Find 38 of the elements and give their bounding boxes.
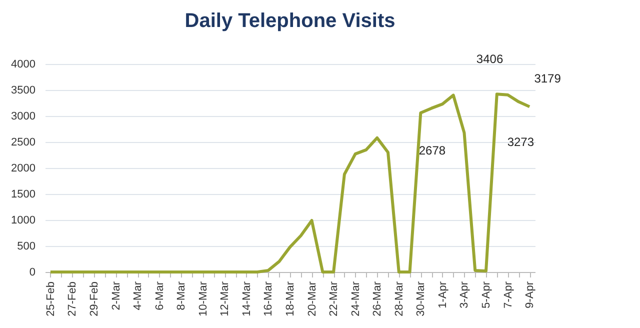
x-tick-label: 2-Mar: [110, 281, 122, 310]
x-tick-label: 27-Feb: [66, 282, 79, 316]
annotation: 3406: [476, 52, 504, 66]
y-tick-label: 2000: [11, 162, 36, 174]
x-tick-label: 16-Mar: [262, 281, 275, 316]
x-tick-label: 1-Apr: [436, 281, 449, 308]
y-tick-label: 0: [29, 266, 36, 278]
x-tick-label: 10-Mar: [197, 281, 210, 316]
x-tick-label: 18-Mar: [284, 281, 296, 316]
x-tick-label: 24-Mar: [350, 281, 362, 316]
x-tick-label: 3-Apr: [458, 281, 471, 308]
x-tick-label: 20-Mar: [306, 281, 318, 316]
x-tick-label: 6-Mar: [154, 281, 166, 310]
x-tick-label: 28-Mar: [393, 281, 406, 316]
x-tick-label: 30-Mar: [415, 281, 428, 316]
x-tick-label: 29-Feb: [88, 282, 100, 316]
x-tick-label: 12-Mar: [219, 281, 232, 316]
y-tick-label: 1500: [11, 188, 36, 200]
annotation: 3179: [534, 72, 562, 86]
x-tick-label: 5-Apr: [480, 281, 492, 308]
x-tick-label: 26-Mar: [372, 281, 384, 316]
x-tick-label: 9-Apr: [524, 281, 536, 308]
chart-title: Daily Telephone Visits: [184, 10, 396, 32]
y-tick-label: 2500: [11, 136, 36, 148]
y-tick-label: 3500: [11, 84, 36, 96]
annotation: 2678: [418, 144, 446, 158]
x-tick-label: 14-Mar: [240, 281, 253, 316]
x-tick-label: 25-Feb: [44, 282, 57, 316]
x-tick-label: 8-Mar: [176, 281, 188, 310]
y-tick-label: 4000: [11, 58, 36, 70]
y-tick-label: 1000: [11, 214, 36, 226]
x-tick-label: 7-Apr: [502, 281, 514, 308]
line-series: [48, 92, 532, 274]
annotation: 3273: [507, 134, 534, 149]
x-tick-label: 4-Mar: [132, 281, 144, 310]
y-tick-label: 3000: [11, 110, 36, 122]
y-tick-label: 500: [17, 240, 36, 252]
x-tick-label: 22-Mar: [328, 281, 340, 316]
